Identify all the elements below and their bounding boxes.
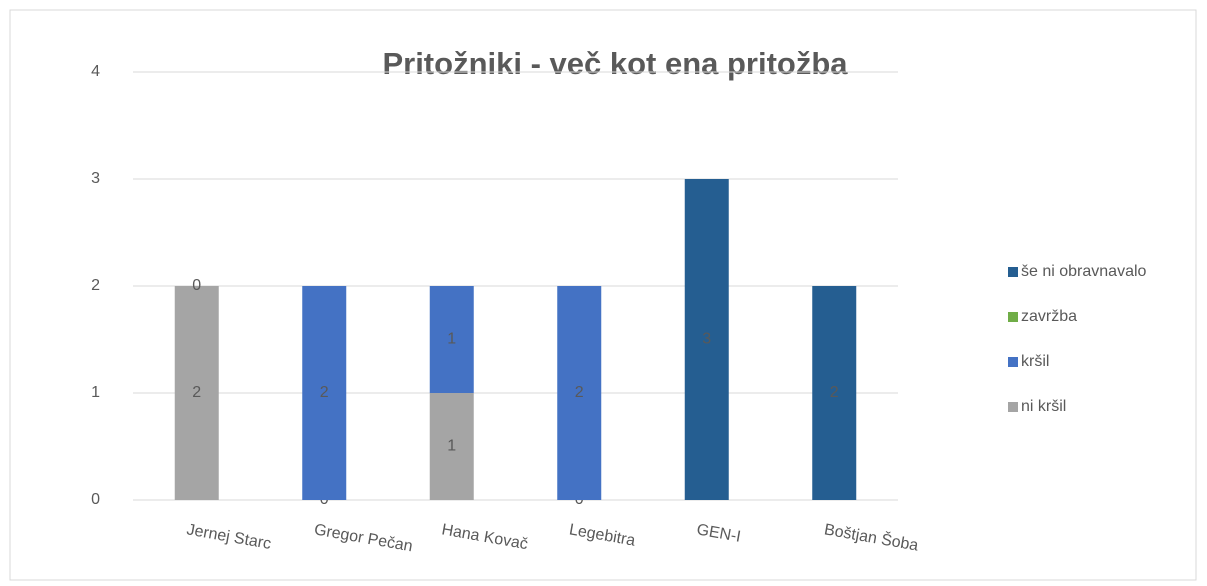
legend-label: zavržba [1021, 308, 1077, 325]
legend-label: ni kršil [1021, 398, 1066, 415]
legend-swatch [1008, 402, 1018, 412]
data-label: 0 [192, 277, 201, 294]
legend-label: še ni obravnavalo [1021, 263, 1147, 280]
chart-title: Pritožniki - več kot ena pritožba [382, 46, 848, 81]
legend-label: kršil [1021, 353, 1049, 370]
legend-swatch [1008, 357, 1018, 367]
bar-segment [557, 286, 602, 500]
y-tick-label: 3 [91, 170, 100, 187]
data-label: 2 [192, 384, 201, 401]
bar-segment [302, 286, 347, 500]
legend-swatch [1008, 312, 1018, 322]
data-label: 1 [447, 438, 456, 455]
data-label: 1 [447, 331, 456, 348]
y-tick-label: 1 [91, 384, 100, 401]
bar-segment [174, 286, 219, 500]
bar-segment [429, 393, 474, 500]
legend-swatch [1008, 267, 1018, 277]
data-label: 3 [702, 331, 711, 348]
y-tick-label: 0 [91, 491, 100, 508]
bar-segment [429, 286, 474, 393]
bar-segment [812, 286, 857, 500]
data-label: 2 [830, 384, 839, 401]
y-tick-label: 4 [91, 63, 100, 80]
data-label: 2 [320, 384, 329, 401]
y-tick-label: 2 [91, 277, 100, 294]
data-label: 2 [575, 384, 584, 401]
bar-segment [684, 179, 729, 500]
